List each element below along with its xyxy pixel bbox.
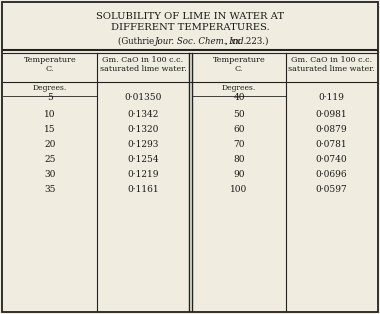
Text: 100: 100 xyxy=(230,185,248,194)
Text: 0·0696: 0·0696 xyxy=(316,170,347,179)
Text: 40: 40 xyxy=(233,93,245,102)
Text: 5: 5 xyxy=(47,93,53,102)
Text: 50: 50 xyxy=(233,110,245,119)
Text: Gm. CaO in 100 c.c.: Gm. CaO in 100 c.c. xyxy=(103,56,184,64)
Text: Degrees.: Degrees. xyxy=(222,84,256,92)
Text: 70: 70 xyxy=(233,140,245,149)
Text: 0·1254: 0·1254 xyxy=(127,155,159,164)
Text: 35: 35 xyxy=(44,185,56,194)
Text: 10: 10 xyxy=(44,110,56,119)
Text: 0·0597: 0·0597 xyxy=(316,185,347,194)
Text: Temperature: Temperature xyxy=(213,56,265,64)
Text: Gm. CaO in 100 c.c.: Gm. CaO in 100 c.c. xyxy=(291,56,372,64)
Text: 0·1219: 0·1219 xyxy=(127,170,159,179)
Text: 30: 30 xyxy=(44,170,56,179)
Text: 0·1320: 0·1320 xyxy=(127,125,159,134)
Text: 0·01350: 0·01350 xyxy=(124,93,162,102)
Text: 0·0740: 0·0740 xyxy=(316,155,347,164)
Text: C.: C. xyxy=(235,65,243,73)
Text: 0·0781: 0·0781 xyxy=(316,140,347,149)
Text: 0·1293: 0·1293 xyxy=(127,140,159,149)
Text: (Guthrie :: (Guthrie : xyxy=(118,37,163,46)
Text: 20: 20 xyxy=(44,140,56,149)
Text: 0·119: 0·119 xyxy=(318,93,344,102)
Text: Degrees.: Degrees. xyxy=(33,84,67,92)
Text: 90: 90 xyxy=(233,170,245,179)
Text: Jour. Soc. Chem. Ind.: Jour. Soc. Chem. Ind. xyxy=(155,37,247,46)
Text: 0·0879: 0·0879 xyxy=(316,125,347,134)
Text: saturated lime water.: saturated lime water. xyxy=(100,65,186,73)
Text: 0·1342: 0·1342 xyxy=(127,110,159,119)
Text: C.: C. xyxy=(46,65,54,73)
Text: 0·0981: 0·0981 xyxy=(316,110,347,119)
Text: 0·1161: 0·1161 xyxy=(127,185,159,194)
Text: 80: 80 xyxy=(233,155,245,164)
Text: Temperature: Temperature xyxy=(24,56,76,64)
Text: 60: 60 xyxy=(233,125,245,134)
Text: saturated lime water.: saturated lime water. xyxy=(288,65,375,73)
Text: , xx. 223.): , xx. 223.) xyxy=(225,37,269,46)
Text: DIFFERENT TEMPERATURES.: DIFFERENT TEMPERATURES. xyxy=(111,23,269,32)
Text: 15: 15 xyxy=(44,125,56,134)
Text: SOLUBILITY OF LIME IN WATER AT: SOLUBILITY OF LIME IN WATER AT xyxy=(96,12,284,21)
Text: 25: 25 xyxy=(44,155,56,164)
